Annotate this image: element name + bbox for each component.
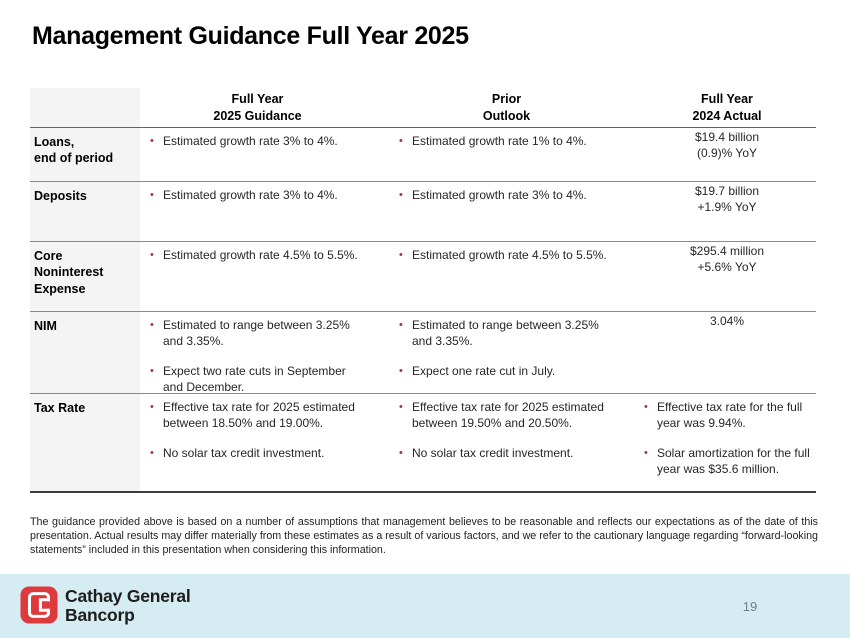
deposits-guidance-cell: • Estimated growth rate 3% to 4%. [140, 182, 393, 241]
bullet-item: • Estimated growth rate 1% to 4%. [399, 134, 614, 150]
bullet-icon: • [150, 401, 154, 413]
loans-actual-value: $19.4 billion (0.9)% YoY [694, 130, 760, 161]
bullet-icon: • [399, 189, 403, 201]
bullet-text: Estimated growth rate 3% to 4%. [163, 188, 338, 202]
bullet-text: Solar amortization for the full year was… [657, 446, 810, 476]
bullet-icon: • [399, 447, 403, 460]
bullet-text: Effective tax rate for 2025 estimated be… [412, 400, 604, 430]
bullet-icon: • [644, 401, 648, 413]
cathay-logo-icon [20, 586, 58, 624]
bullet-item: • Effective tax rate for 2025 estimated … [150, 400, 365, 431]
bullet-icon: • [399, 319, 403, 331]
page-number: 19 [742, 599, 758, 614]
bullet-item: • Expect two rate cuts in September and … [150, 364, 365, 395]
bullet-item: • Solar amortization for the full year w… [644, 446, 812, 477]
slide-title: Management Guidance Full Year 2025 [32, 22, 469, 50]
bullet-icon: • [150, 447, 154, 460]
bullet-icon: • [399, 401, 403, 413]
column-header-2024-actual: Full Year 2024 Actual [692, 92, 762, 123]
table-row-tax-rate: Tax Rate • Effective tax rate for 2025 e… [30, 393, 816, 491]
table-row-nim: NIM • Estimated to range between 3.25% a… [30, 311, 816, 395]
bullet-item: • Estimated growth rate 4.5% to 5.5%. [150, 248, 365, 264]
bullet-text: Estimated growth rate 4.5% to 5.5%. [163, 248, 358, 262]
company-logo: Cathay General Bancorp [20, 586, 191, 624]
bullet-item: • Estimated growth rate 3% to 4%. [150, 188, 365, 204]
bullet-text: Estimated to range between 3.25% and 3.3… [163, 318, 350, 348]
row-label-core-noninterest-expense: Core Noninterest Expense [30, 242, 140, 311]
bullet-icon: • [399, 135, 403, 147]
row-label-loans: Loans, end of period [30, 128, 140, 181]
column-header-2025-guidance: Full Year 2025 Guidance [213, 92, 302, 123]
row-label-deposits: Deposits [30, 182, 140, 241]
bullet-text: No solar tax credit investment. [163, 446, 325, 461]
company-name: Cathay General Bancorp [65, 586, 191, 625]
bullet-item: • Estimated growth rate 4.5% to 5.5%. [399, 248, 614, 264]
bullet-text: Estimated growth rate 3% to 4%. [412, 188, 587, 202]
table-row-core-noninterest-expense: Core Noninterest Expense • Estimated gro… [30, 241, 816, 311]
column-header-prior-outlook: Prior Outlook [482, 92, 531, 123]
bullet-text: Estimated growth rate 4.5% to 5.5%. [412, 248, 607, 262]
row-label-tax-rate: Tax Rate [30, 394, 140, 491]
bullet-text: Expect two rate cuts in September and De… [163, 364, 346, 394]
tax-rate-guidance-cell: • Effective tax rate for 2025 estimated … [140, 394, 393, 491]
core-expense-actual-value: $295.4 million +5.6% YoY [689, 244, 765, 275]
bullet-text: Estimated growth rate 3% to 4%. [163, 134, 338, 148]
bullet-icon: • [150, 249, 154, 261]
bullet-text: No solar tax credit investment. [412, 446, 574, 461]
tax-rate-actual-cell: • Effective tax rate for the full year w… [638, 394, 816, 491]
bullet-icon: • [150, 319, 154, 331]
disclaimer-footnote: The guidance provided above is based on … [30, 515, 818, 556]
header-label-cell [30, 88, 140, 127]
nim-prior-cell: • Estimated to range between 3.25% and 3… [393, 312, 638, 393]
bullet-text: Effective tax rate for the full year was… [657, 400, 803, 430]
bullet-item: • Expect one rate cut in July. [399, 364, 614, 380]
nim-guidance-cell: • Estimated to range between 3.25% and 3… [140, 312, 393, 395]
bullet-text: Effective tax rate for 2025 estimated be… [163, 400, 355, 430]
bullet-text: Estimated growth rate 1% to 4%. [412, 134, 587, 148]
loans-guidance-cell: • Estimated growth rate 3% to 4%. [140, 128, 393, 181]
bullet-item: • Estimated growth rate 3% to 4%. [150, 134, 365, 150]
core-expense-guidance-cell: • Estimated growth rate 4.5% to 5.5%. [140, 242, 393, 311]
loans-prior-cell: • Estimated growth rate 1% to 4%. [393, 128, 638, 181]
deposits-prior-cell: • Estimated growth rate 3% to 4%. [393, 182, 638, 241]
core-expense-prior-cell: • Estimated growth rate 4.5% to 5.5%. [393, 242, 638, 311]
table-header-row: Full Year 2025 Guidance Prior Outlook Fu… [30, 88, 816, 127]
table-row-loans: Loans, end of period • Estimated growth … [30, 127, 816, 181]
tax-rate-prior-cell: • Effective tax rate for 2025 estimated … [393, 394, 638, 491]
bullet-icon: • [150, 189, 154, 201]
nim-actual-value: 3.04% [709, 314, 745, 328]
bullet-item: • Estimated to range between 3.25% and 3… [150, 318, 365, 349]
bullet-item: • Estimated to range between 3.25% and 3… [399, 318, 614, 349]
bullet-item: • No solar tax credit investment. [399, 446, 614, 462]
bullet-icon: • [150, 365, 154, 378]
row-label-nim: NIM [30, 312, 140, 393]
bullet-icon: • [399, 249, 403, 261]
bullet-item: • No solar tax credit investment. [150, 446, 365, 462]
bullet-icon: • [399, 365, 403, 378]
bullet-item: • Effective tax rate for 2025 estimated … [399, 400, 614, 431]
guidance-table: Full Year 2025 Guidance Prior Outlook Fu… [30, 88, 816, 493]
table-row-deposits: Deposits • Estimated growth rate 3% to 4… [30, 181, 816, 241]
bullet-item: • Estimated growth rate 3% to 4%. [399, 188, 614, 204]
bullet-item: • Effective tax rate for the full year w… [644, 400, 812, 431]
footer-band [0, 574, 850, 638]
bullet-icon: • [150, 135, 154, 147]
bullet-text: Estimated to range between 3.25% and 3.3… [412, 318, 599, 348]
bullet-text: Expect one rate cut in July. [412, 364, 556, 379]
bullet-icon: • [644, 447, 648, 460]
deposits-actual-value: $19.7 billion +1.9% YoY [694, 184, 760, 215]
